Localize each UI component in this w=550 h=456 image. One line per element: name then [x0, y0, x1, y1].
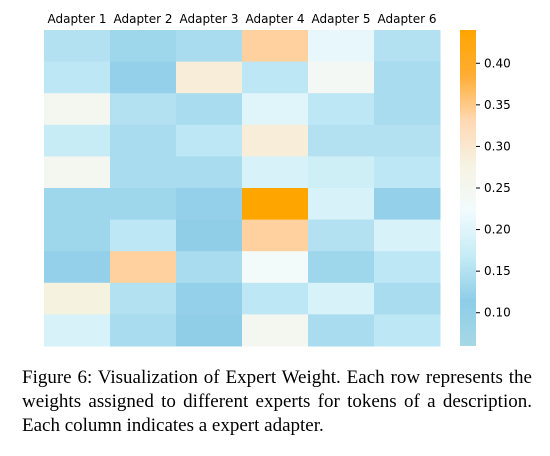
- figure-caption: Figure 6: Visualization of Expert Weight…: [22, 367, 532, 436]
- heatmap-cell: [176, 93, 243, 126]
- heatmap-cell: [176, 219, 243, 252]
- heatmap-cell: [308, 30, 375, 63]
- heatmap-cell: [308, 251, 375, 284]
- heatmap-cell: [176, 124, 243, 157]
- heatmap-cell: [242, 219, 309, 252]
- heatmap-cell: [242, 61, 309, 94]
- colorbar-tick-label: 0.15: [484, 264, 511, 278]
- heatmap-cell: [44, 124, 111, 157]
- colorbar-ticks: 0.10 0.15 0.20 0.25 0.30 0.35 0.40: [476, 56, 511, 320]
- heatmap-cell: [44, 282, 111, 315]
- heatmap-cell: [242, 251, 309, 284]
- column-label: Adapter 1: [47, 12, 106, 26]
- colorbar-tick-label: 0.40: [484, 56, 511, 70]
- colorbar-tick-label: 0.35: [484, 98, 511, 112]
- heatmap-cell: [176, 61, 243, 94]
- heatmap-chart: Adapter 1 Adapter 2 Adapter 3 Adapter 4 Adap…: [44, 12, 511, 347]
- heatmap-cell: [44, 93, 111, 126]
- heatmap-cell: [374, 314, 441, 347]
- colorbar: [460, 30, 476, 346]
- heatmap-cell: [176, 251, 243, 284]
- heatmap-cell: [242, 282, 309, 315]
- heatmap-cell: [374, 188, 441, 221]
- column-label: Adapter 6: [377, 12, 436, 26]
- heatmap-cell: [44, 30, 111, 63]
- heatmap-cell: [374, 61, 441, 94]
- heatmap-cell: [308, 93, 375, 126]
- heatmap-cell: [374, 93, 441, 126]
- heatmap-cell: [242, 93, 309, 126]
- heatmap-cell: [44, 251, 111, 284]
- heatmap-cell: [44, 61, 111, 94]
- heatmap-cell: [374, 219, 441, 252]
- heatmap-cell: [44, 314, 111, 347]
- heatmap-cell: [242, 188, 309, 221]
- heatmap-cell: [110, 219, 177, 252]
- heatmap-cell: [308, 61, 375, 94]
- heatmap-cell: [110, 61, 177, 94]
- heatmap-cell: [176, 314, 243, 347]
- heatmap-cell: [308, 282, 375, 315]
- heatmap-cell: [176, 156, 243, 189]
- heatmap-cell: [374, 251, 441, 284]
- heatmap-cell: [176, 30, 243, 63]
- heatmap-cell: [44, 156, 111, 189]
- colorbar-tick-label: 0.20: [484, 223, 511, 237]
- heatmap-cell: [308, 188, 375, 221]
- colorbar-tick-label: 0.30: [484, 139, 511, 153]
- heatmap-cell: [308, 314, 375, 347]
- heatmap-cell: [308, 124, 375, 157]
- colorbar-tick-label: 0.10: [484, 306, 511, 320]
- heatmap-cell: [242, 156, 309, 189]
- heatmap-cell: [110, 93, 177, 126]
- heatmap-cell: [308, 156, 375, 189]
- heatmap-cell: [242, 30, 309, 63]
- heatmap-cell: [110, 251, 177, 284]
- heatmap-cell: [176, 188, 243, 221]
- heatmap-cell: [110, 156, 177, 189]
- heatmap-cell: [242, 124, 309, 157]
- heatmap-cell: [110, 314, 177, 347]
- heatmap-cell: [374, 124, 441, 157]
- heatmap-cell: [374, 282, 441, 315]
- heatmap-cell: [176, 282, 243, 315]
- heatmap-cell: [242, 314, 309, 347]
- heatmap-cell: [44, 188, 111, 221]
- heatmap-cell: [110, 124, 177, 157]
- heatmap-cells: [44, 30, 441, 347]
- column-label: Adapter 2: [113, 12, 172, 26]
- heatmap-cell: [374, 30, 441, 63]
- heatmap-cell: [308, 219, 375, 252]
- heatmap-cell: [110, 30, 177, 63]
- heatmap-cell: [110, 282, 177, 315]
- column-label: Adapter 5: [311, 12, 370, 26]
- heatmap-cell: [44, 219, 111, 252]
- colorbar-tick-label: 0.25: [484, 181, 511, 195]
- column-label: Adapter 4: [245, 12, 304, 26]
- column-label: Adapter 3: [179, 12, 238, 26]
- heatmap-cell: [374, 156, 441, 189]
- column-labels: Adapter 1 Adapter 2 Adapter 3 Adapter 4 Adap…: [47, 12, 436, 26]
- heatmap-cell: [110, 188, 177, 221]
